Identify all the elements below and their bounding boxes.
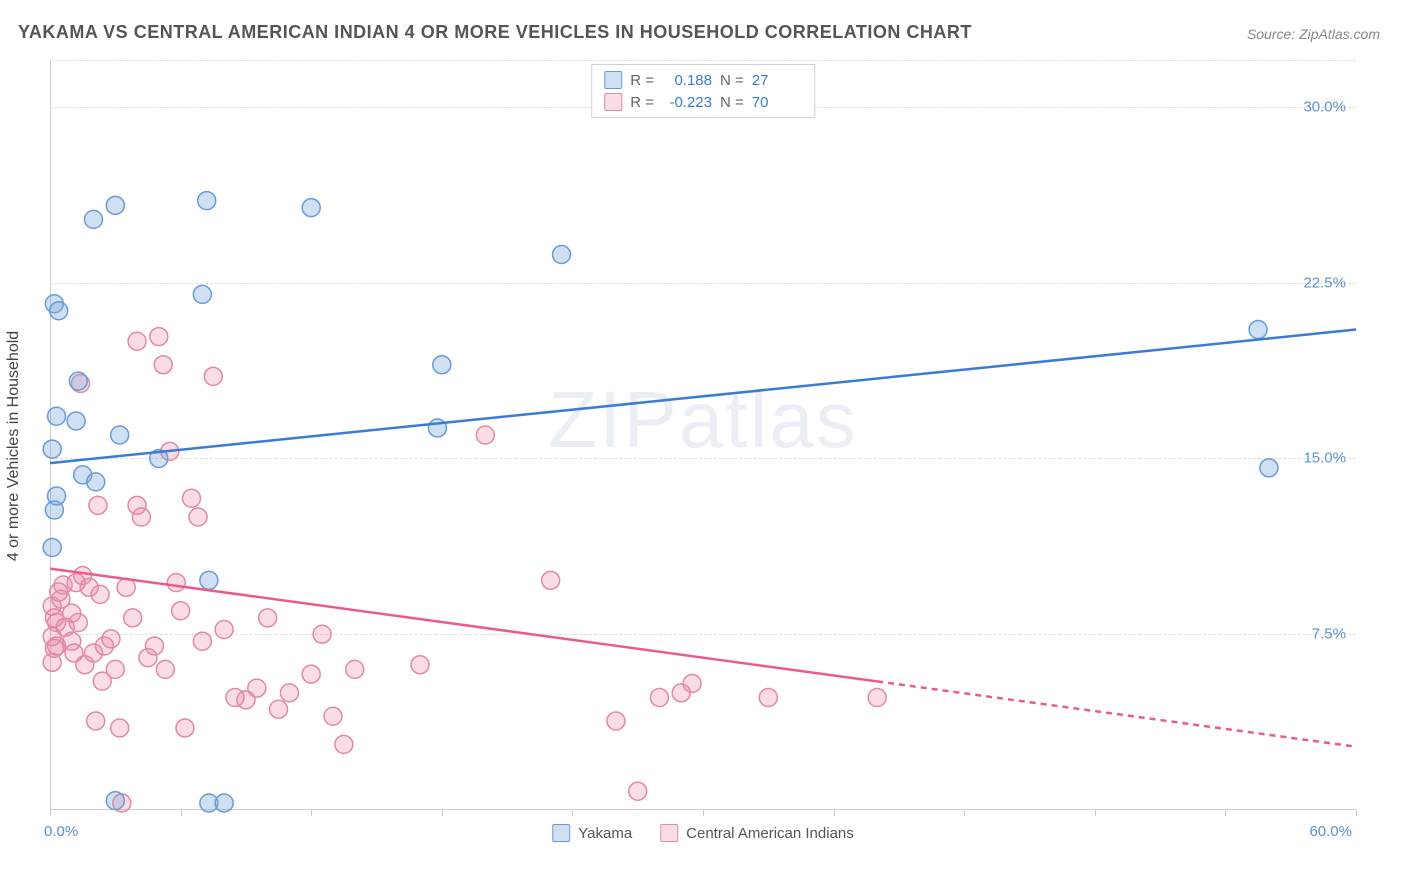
plot-area: ZIPatlas 7.5%15.0%22.5%30.0% R = 0.188 N… <box>50 60 1356 810</box>
legend-item-series1: Yakama <box>552 824 632 842</box>
swatch-series1-icon <box>552 824 570 842</box>
series-legend: Yakama Central American Indians <box>552 824 854 842</box>
x-tick-label-min: 0.0% <box>44 823 78 840</box>
legend-label-series1: Yakama <box>578 825 632 842</box>
r-label: R = <box>630 72 654 89</box>
legend-item-series2: Central American Indians <box>660 824 854 842</box>
n-value-series1: 27 <box>752 72 802 89</box>
n-label: N = <box>720 72 744 89</box>
scatter-svg <box>50 60 1356 810</box>
legend-label-series2: Central American Indians <box>686 825 854 842</box>
chart-title: YAKAMA VS CENTRAL AMERICAN INDIAN 4 OR M… <box>18 22 972 43</box>
r-value-series1: 0.188 <box>662 72 712 89</box>
r-value-series2: -0.223 <box>662 94 712 111</box>
r-label: R = <box>630 94 654 111</box>
swatch-series1 <box>604 71 622 89</box>
source-credit: Source: ZipAtlas.com <box>1247 26 1380 42</box>
legend-row-series2: R = -0.223 N = 70 <box>604 91 802 113</box>
x-tick-label-max: 60.0% <box>1309 823 1352 840</box>
legend-row-series1: R = 0.188 N = 27 <box>604 69 802 91</box>
n-value-series2: 70 <box>752 94 802 111</box>
swatch-series2 <box>604 93 622 111</box>
y-axis-label: 4 or more Vehicles in Household <box>5 331 23 561</box>
n-label: N = <box>720 94 744 111</box>
correlation-legend: R = 0.188 N = 27 R = -0.223 N = 70 <box>591 64 815 118</box>
swatch-series2-icon <box>660 824 678 842</box>
